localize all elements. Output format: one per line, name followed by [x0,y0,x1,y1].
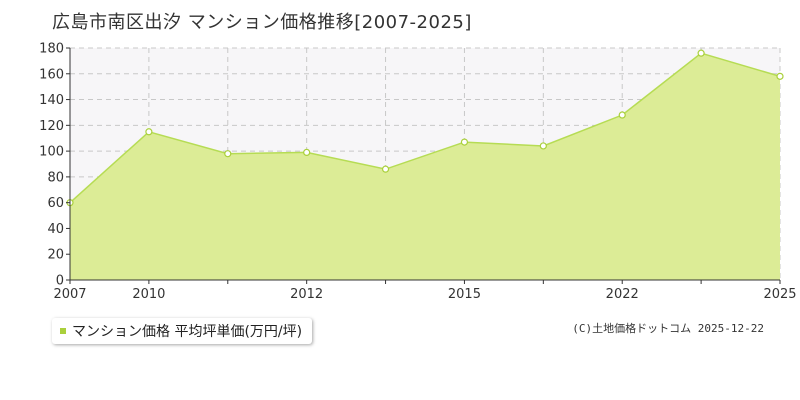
y-tick-label: 0 [56,274,64,289]
data-point [618,111,626,119]
x-tick-label: 2022 [606,287,639,302]
copyright-text: (C)土地価格ドットコム 2025-12-22 [572,322,764,335]
y-tick-labels: 0 20 40 60 80 100 120 140 160 180 [39,42,70,289]
y-tick-label: 140 [39,93,64,108]
data-point [145,128,153,136]
data-points [66,49,784,207]
price-area [70,53,780,281]
data-point [303,148,311,156]
legend-label: マンション価格 平均坪単価(万円/坪) [72,324,303,340]
y-tick-label: 80 [47,170,64,185]
x-tick-label: 2025 [763,287,796,302]
chart-title: 広島市南区出汐 マンション価格推移[2007-2025] [52,12,472,33]
data-point [381,165,390,173]
y-tick-label: 180 [39,42,64,57]
y-tick-label: 160 [39,67,64,82]
x-tick-label: 2012 [290,287,323,302]
legend: マンション価格 平均坪単価(万円/坪) [52,318,313,344]
y-tick-label: 120 [39,119,64,134]
x-tick-label: 2015 [448,287,481,302]
data-point [539,142,547,150]
y-tick-label: 20 [47,248,64,263]
legend-marker [60,328,66,334]
x-tick-label: 2010 [132,287,165,302]
x-tick-labels: 2007 2010 2012 2015 2022 2025 [53,280,797,302]
y-tick-label: 100 [39,145,64,160]
data-point [224,150,232,158]
axes [69,48,780,281]
data-point [697,49,705,57]
price-line [69,52,781,204]
data-point [460,138,469,146]
x-tick-label: 2007 [53,287,86,302]
y-tick-label: 40 [47,222,64,237]
y-tick-label: 60 [47,196,64,211]
data-point [776,72,784,80]
